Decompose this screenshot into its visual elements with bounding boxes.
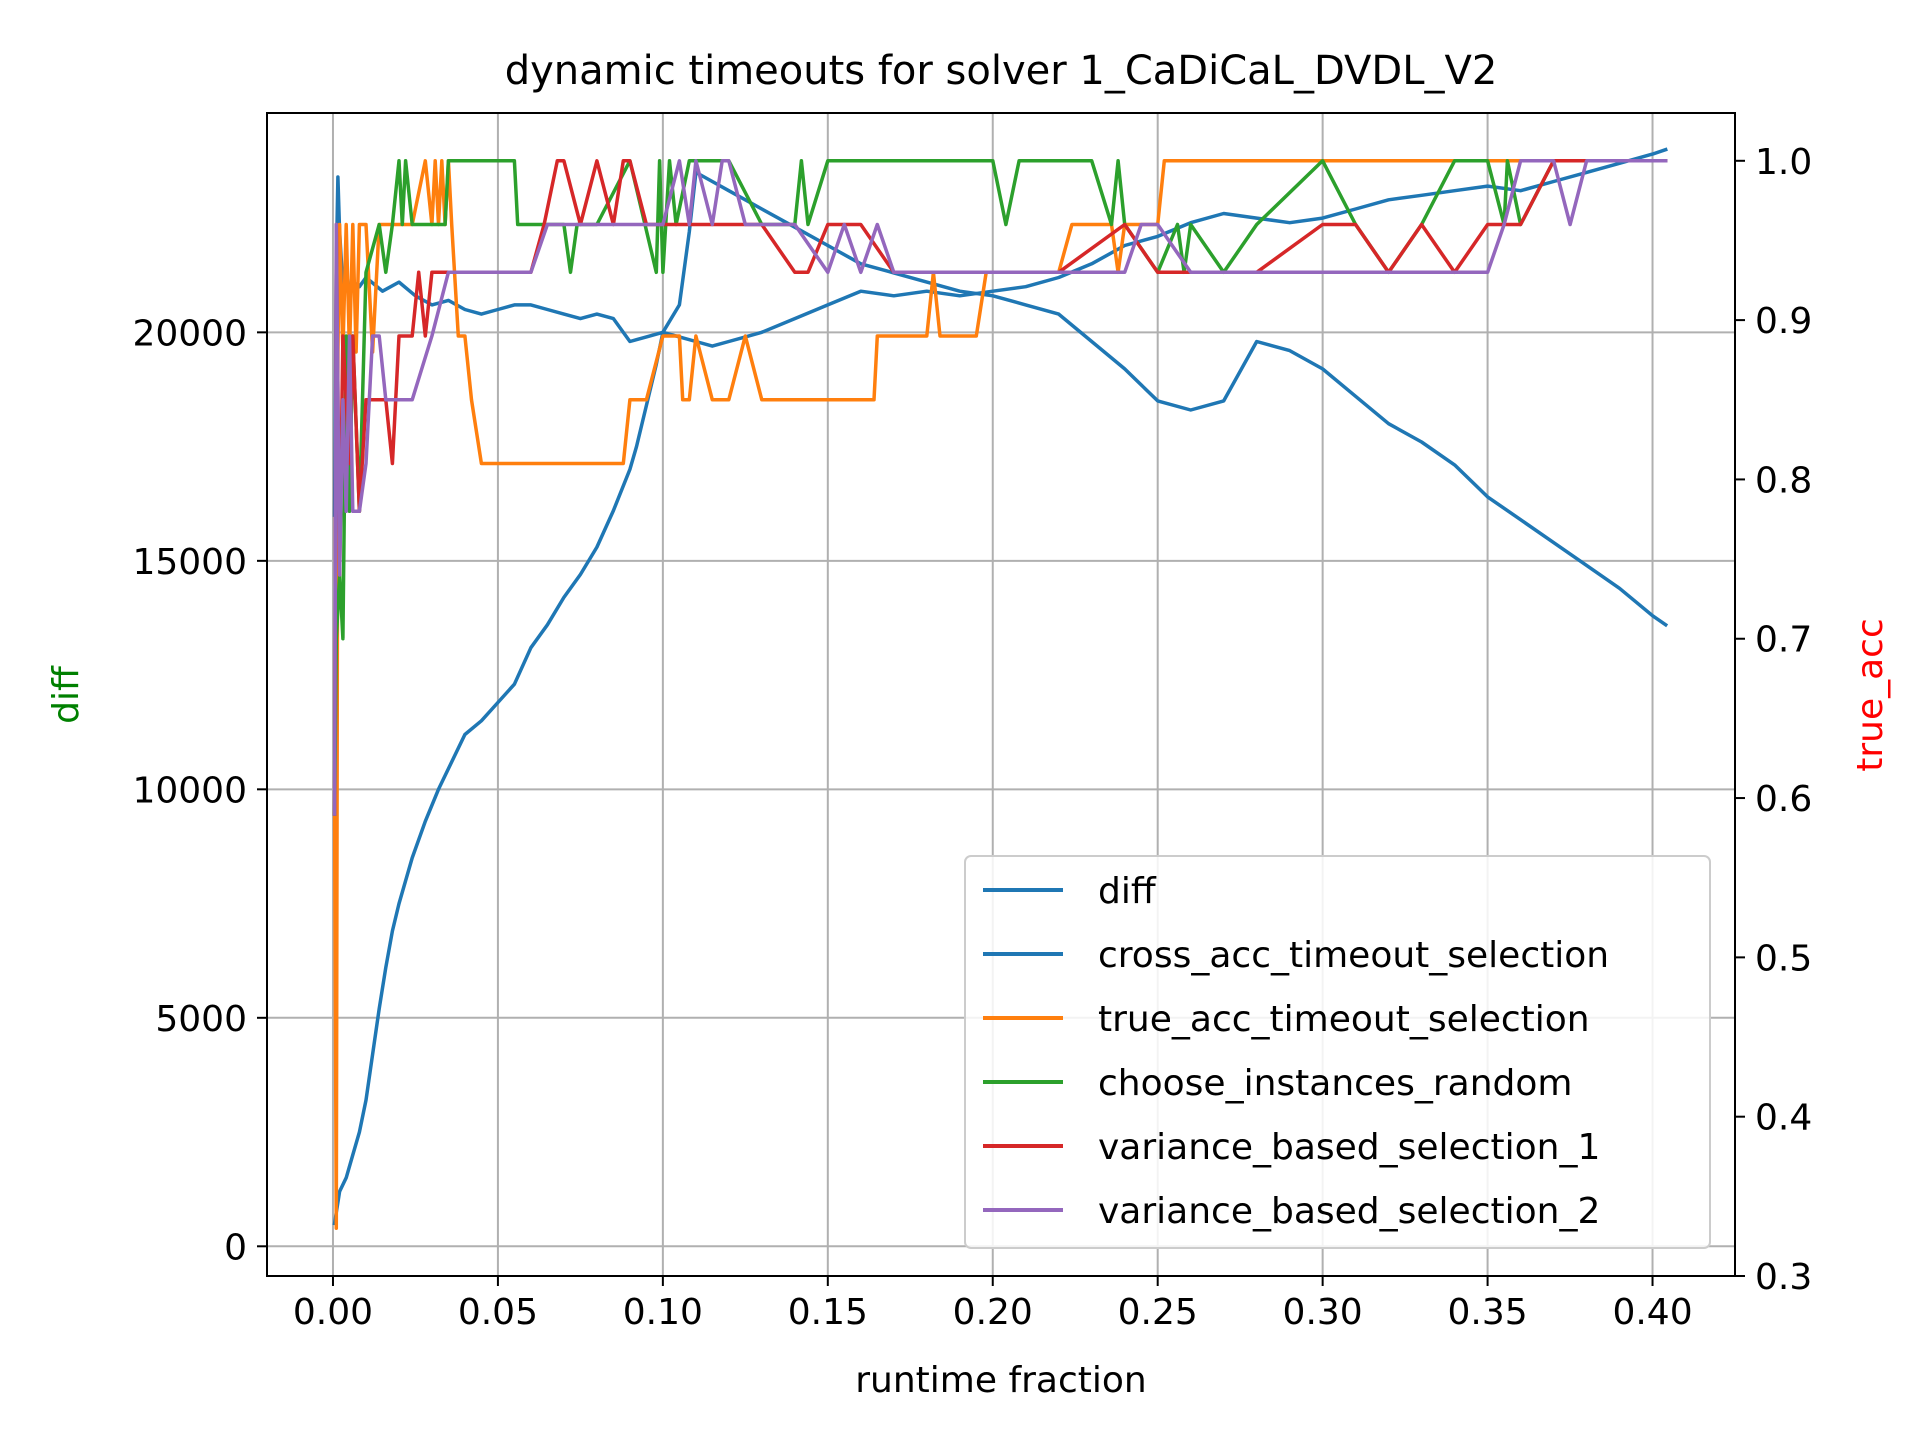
legend-box <box>964 855 1711 1249</box>
x-axis-label: runtime fraction <box>855 1360 1147 1401</box>
legend-label: true_acc_timeout_selection <box>1098 999 1590 1040</box>
legend-label: variance_based_selection_2 <box>1098 1191 1600 1232</box>
y-right-tick-label: 0.9 <box>1755 301 1812 342</box>
y-right-tick-label: 1.0 <box>1755 142 1812 183</box>
legend-label: choose_instances_random <box>1098 1063 1572 1104</box>
x-tick-label: 0.35 <box>1448 1292 1528 1333</box>
y-right-tick-label: 0.5 <box>1755 938 1812 979</box>
y-axis-label-left: diff <box>46 665 87 724</box>
y-right-tick-label: 0.7 <box>1755 620 1812 661</box>
y-right-tick-label: 0.8 <box>1755 460 1812 501</box>
y-left-tick-label: 0 <box>224 1227 247 1268</box>
x-tick-label: 0.30 <box>1283 1292 1363 1333</box>
x-tick-label: 0.00 <box>293 1292 373 1333</box>
series-lines <box>332 147 1669 1230</box>
y-left-tick-label: 5000 <box>155 999 247 1040</box>
x-tick-label: 0.10 <box>623 1292 703 1333</box>
plot-frame <box>266 112 1736 1277</box>
series-line-variance-based-selection-2 <box>332 159 1668 816</box>
legend-label: diff <box>1098 871 1157 912</box>
chart-title: dynamic timeouts for solver 1_CaDiCaL_DV… <box>505 48 1498 94</box>
y-axis-label-right: true_acc <box>1850 618 1891 772</box>
y-left-tick-label: 10000 <box>132 770 247 811</box>
x-tick-label: 0.20 <box>953 1292 1033 1333</box>
y-right-tick-label: 0.3 <box>1755 1257 1812 1298</box>
series-line-true-acc-timeout-selection <box>332 159 1668 1230</box>
y-right-tick-label: 0.6 <box>1755 779 1812 820</box>
x-tick-label: 0.25 <box>1118 1292 1198 1333</box>
y-right-tick-label: 0.4 <box>1755 1098 1812 1139</box>
y-left-tick-label: 20000 <box>132 313 247 354</box>
y-left-tick-label: 15000 <box>132 542 247 583</box>
legend-label: variance_based_selection_1 <box>1098 1127 1600 1168</box>
x-tick-label: 0.40 <box>1612 1292 1692 1333</box>
x-tick-label: 0.05 <box>458 1292 538 1333</box>
legend-label: cross_acc_timeout_selection <box>1098 935 1609 976</box>
x-tick-label: 0.15 <box>788 1292 868 1333</box>
axis-ticks: 0.00 0.05 0.10 0.15 0.20 0.25 0.30 0.35 0.40 0 500… <box>132 142 1812 1333</box>
legend: diff cross_acc_timeout_selection true_acc_… <box>964 855 1711 1249</box>
